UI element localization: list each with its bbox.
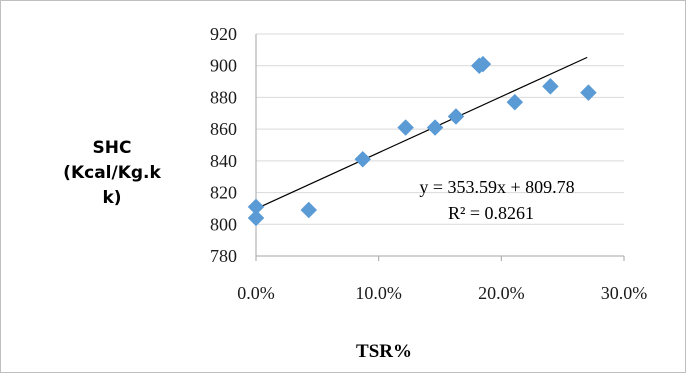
y-axis-label-line: k) — [102, 188, 121, 208]
data-point — [397, 119, 415, 136]
y-tick-label: 920 — [210, 24, 237, 44]
data-point — [300, 201, 318, 219]
y-tick-label: 820 — [210, 183, 237, 203]
y-axis-label-line: SHC — [93, 138, 132, 158]
x-tick-labels: 0.0% 10.0% 20.0% 30.0% — [237, 283, 647, 303]
x-tick-label: 30.0% — [601, 283, 648, 303]
x-tick-label: 0.0% — [237, 283, 275, 303]
y-axis-label: SHC (Kcal/Kg.k k) — [63, 138, 161, 208]
data-point — [426, 119, 444, 136]
y-tick-label: 840 — [210, 151, 237, 171]
y-tick-label: 900 — [210, 56, 237, 76]
x-axis-label: TSR% — [356, 341, 412, 362]
y-axis-label-line: (Kcal/Kg.k — [63, 163, 161, 183]
data-point — [506, 93, 524, 111]
gridlines — [256, 33, 624, 225]
x-tick-label: 10.0% — [355, 283, 402, 303]
y-tick-labels: 780 800 820 840 860 880 900 920 — [210, 24, 237, 266]
data-point — [580, 84, 597, 102]
trendline-r-squared: R² = 0.8261 — [448, 203, 534, 223]
linear-trendline — [255, 56, 588, 210]
trendline — [255, 56, 588, 210]
data-points — [247, 55, 597, 227]
data-point — [247, 209, 265, 227]
data-point — [542, 77, 559, 95]
x-tick-label: 20.0% — [478, 283, 525, 303]
data-point — [447, 108, 465, 125]
trendline-equation: y = 353.59x + 809.78 — [419, 177, 574, 197]
data-point — [354, 150, 372, 168]
y-tick-label: 780 — [210, 246, 237, 266]
y-tick-label: 860 — [210, 119, 237, 139]
y-tick-label: 800 — [210, 214, 237, 234]
data-point — [474, 55, 492, 73]
y-tick-label: 880 — [210, 87, 237, 107]
